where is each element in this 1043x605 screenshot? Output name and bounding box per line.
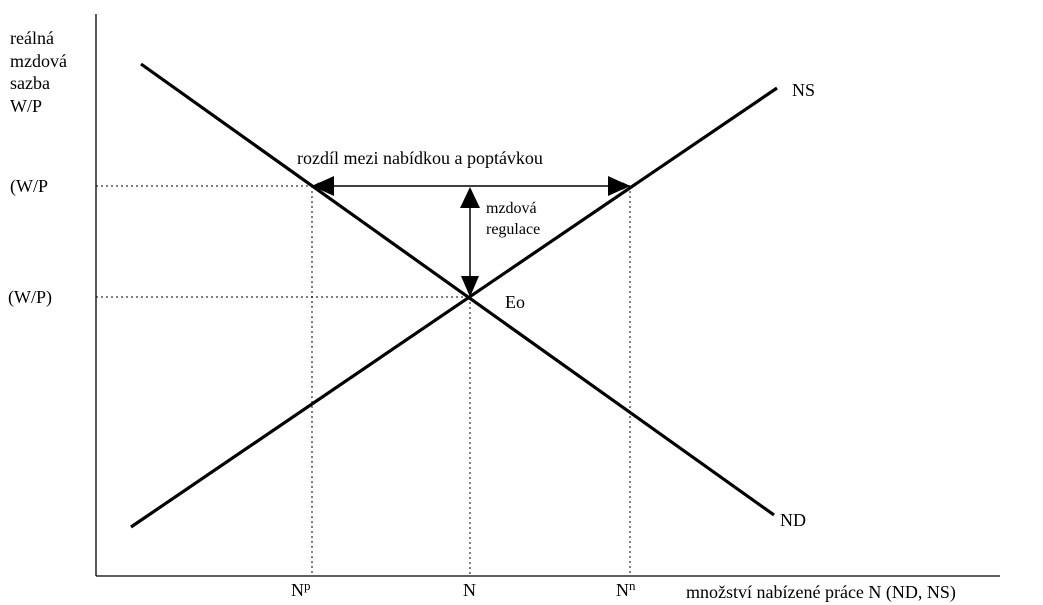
x-tick-nn-sup: n [629,578,636,593]
regulation-label-line: regulace [486,220,541,238]
y-axis-label: reálná mzdová sazba W/P [10,27,90,118]
x-axis-label: množství nabízené práce N (ND, NS) [686,582,956,602]
x-tick-np-base: N [291,580,304,600]
y-axis-label-line: mzdová [10,50,67,71]
x-tick-np: Np [291,578,311,602]
supply-curve [130,86,778,529]
y-axis-label-line: W/P [10,96,43,117]
demand-curve-label: ND [780,510,806,530]
y-tick-equilibrium-wage: (W/P) [8,287,52,307]
gap-arrowhead-left [312,176,334,196]
equilibrium-label: Eo [505,292,525,312]
y-tick-high-wage: (W/P [10,176,48,196]
supply-curve-label: NS [792,80,816,100]
regulation-arrowhead-down [461,276,479,297]
x-tick-nn-base: N [616,580,629,600]
x-tick-n: N [463,580,476,600]
gap-label: rozdíl mezi nabídkou a poptávkou [297,148,543,168]
regulation-label-line: mzdová [486,200,537,217]
regulation-label: mzdová regulace [486,199,540,241]
regulation-arrowhead-up [460,187,480,208]
y-axis-label-line: reálná [10,28,54,48]
x-tick-nn: Nn [616,578,636,602]
x-tick-np-sup: p [304,578,311,593]
gap-arrowhead-right [608,176,630,196]
y-axis-label-line: sazba [10,73,50,94]
demand-curve [140,62,775,517]
